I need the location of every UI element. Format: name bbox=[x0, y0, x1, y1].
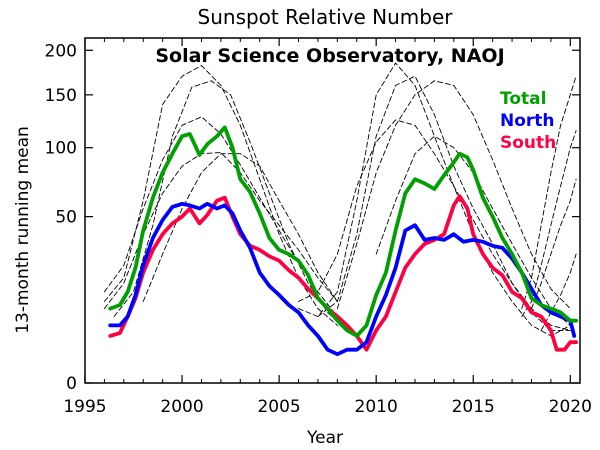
reference-cycle-line-10 bbox=[298, 119, 571, 331]
y-tick-label-1: 50 bbox=[55, 208, 77, 228]
legend-south: South bbox=[500, 133, 556, 153]
axes-layer: 1995 2000 2005 2010 2015 2020 0 50 100 150 200 bbox=[45, 38, 592, 417]
reference-cycle-line-7 bbox=[142, 153, 338, 302]
y-axis-label: 13-month running mean bbox=[13, 126, 33, 334]
reference-cycle-line-14 bbox=[521, 130, 577, 317]
reference-cycle-line-15 bbox=[531, 178, 577, 310]
x-tick-label-1: 2000 bbox=[160, 397, 203, 417]
series-line-total bbox=[108, 125, 578, 338]
reference-cycle-line-16 bbox=[540, 253, 577, 331]
reference-cycle-line-4 bbox=[113, 80, 348, 331]
y-tick-label-4: 200 bbox=[45, 41, 77, 61]
reference-cycle-line-8 bbox=[298, 62, 571, 337]
plot-frame bbox=[84, 37, 581, 384]
x-tick-label-0: 1995 bbox=[63, 397, 106, 417]
x-tick-label-3: 2010 bbox=[355, 397, 398, 417]
x-tick-label-5: 2020 bbox=[549, 397, 592, 417]
x-tick-label-4: 2015 bbox=[452, 397, 495, 417]
reference-cycle-line-13 bbox=[521, 75, 577, 310]
legend-total: Total bbox=[500, 89, 546, 109]
chart-subtitle: Solar Science Observatory, NAOJ bbox=[155, 45, 504, 67]
x-axis-label: Year bbox=[306, 428, 343, 448]
series-line-south bbox=[108, 194, 578, 352]
y-tick-label-3: 150 bbox=[45, 86, 77, 106]
series-line-north bbox=[108, 201, 577, 357]
legend-north: North bbox=[500, 111, 555, 131]
y-tick-label-0: 0 bbox=[66, 374, 77, 394]
series-layer bbox=[103, 62, 578, 357]
x-tick-label-2: 2005 bbox=[257, 397, 300, 417]
y-tick-label-2: 100 bbox=[45, 139, 77, 159]
chart-title: Sunspot Relative Number bbox=[198, 5, 454, 29]
reference-cycle-line-11 bbox=[336, 80, 571, 310]
